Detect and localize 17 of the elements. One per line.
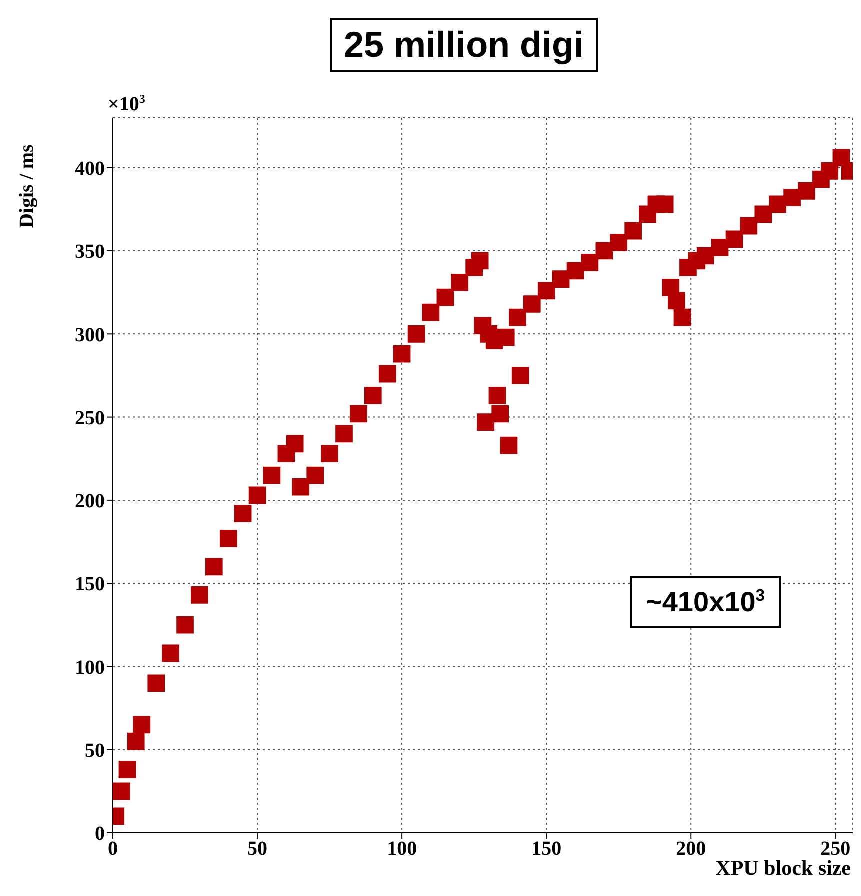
y-tick-label: 100 bbox=[75, 656, 105, 679]
x-tick-label: 200 bbox=[676, 838, 706, 860]
y-tick-label: 150 bbox=[75, 574, 105, 596]
y-tick-label: 200 bbox=[75, 490, 105, 513]
annotation: ~410x10$^{3}$ bbox=[630, 576, 782, 628]
x-tick-label: 150 bbox=[532, 838, 562, 860]
y-tick-label: 50 bbox=[85, 740, 105, 762]
x-tick-label: 50 bbox=[248, 838, 268, 860]
y-tick-label: 250 bbox=[75, 407, 105, 430]
text: ×10$^{3}$ bbox=[108, 92, 146, 117]
y-tick-label: 300 bbox=[75, 324, 105, 346]
x-tick-label: 100 bbox=[387, 838, 418, 860]
chart-title: 25 million digi bbox=[330, 18, 598, 72]
y-tick-label: 400 bbox=[75, 158, 105, 180]
y-tick-label: 350 bbox=[75, 241, 105, 264]
y-axis-title: Digis / ms bbox=[16, 144, 39, 228]
y-tick-label: 0 bbox=[95, 823, 105, 846]
